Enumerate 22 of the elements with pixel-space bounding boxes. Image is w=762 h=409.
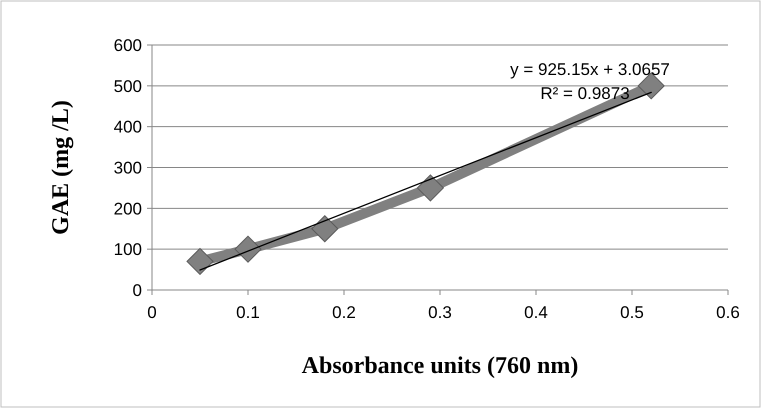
x-tick-label: 0 [147,303,157,322]
y-axis-title: GAE (mg /L) [48,100,74,235]
x-tick-label: 0.5 [620,303,644,322]
x-tick-label: 0.1 [236,303,260,322]
x-tick-label: 0.6 [716,303,740,322]
y-tick-label: 400 [114,118,142,137]
y-tick-label: 300 [114,158,142,178]
point [311,215,338,242]
annotation: y = 925.15x + 3.0657 [510,60,670,79]
annotation: R² = 0.9873 [540,84,630,103]
y-tick-label: 0 [132,280,142,300]
x-axis-title: Absorbance units (760 nm) [302,353,578,379]
y-tick-label: 100 [114,240,142,260]
x-tick-label: 0.3 [428,303,452,322]
y-tick-label: 200 [114,199,142,218]
x-tick-label: 0.2 [332,303,356,322]
point [234,236,262,263]
point [416,174,444,202]
y-tick-label: 500 [114,76,142,96]
x-tick-label: 0.4 [524,303,548,322]
y-tick-label: 600 [114,36,142,55]
point [186,248,214,275]
